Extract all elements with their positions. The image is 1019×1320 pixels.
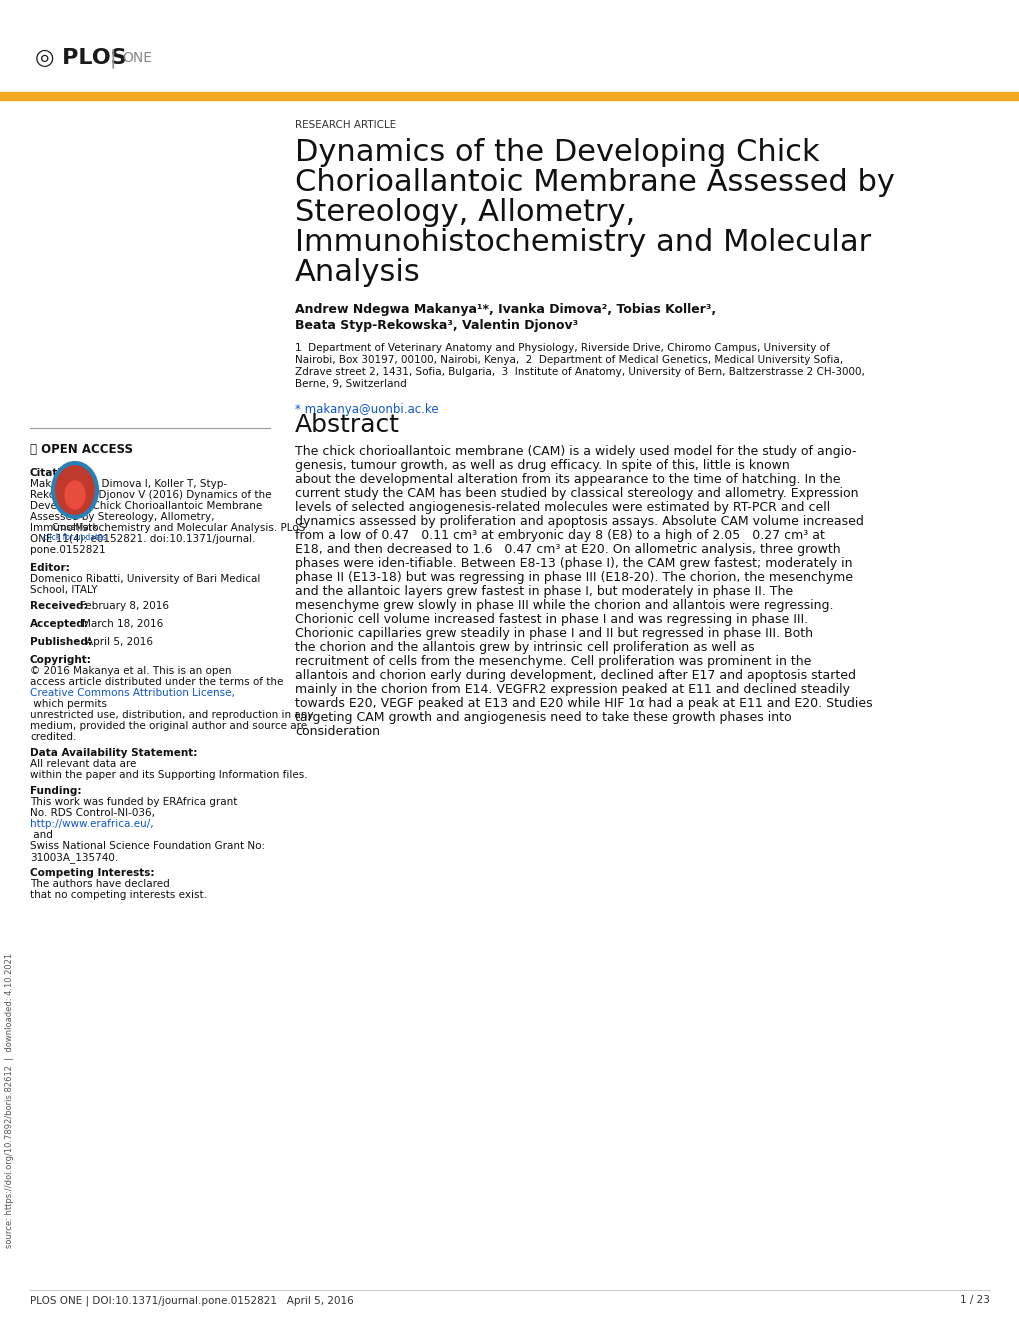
Text: Andrew Ndegwa Makanya¹*, Ivanka Dimova², Tobias Koller³,: Andrew Ndegwa Makanya¹*, Ivanka Dimova²,… (294, 304, 715, 315)
Text: ONE 11(4): e0152821. doi:10.1371/journal.: ONE 11(4): e0152821. doi:10.1371/journal… (30, 535, 255, 544)
Text: Copyright:: Copyright: (30, 655, 92, 665)
Text: Berne, 9, Switzerland: Berne, 9, Switzerland (294, 379, 407, 389)
Text: which permits: which permits (30, 700, 107, 709)
Text: within the paper and its Supporting Information files.: within the paper and its Supporting Info… (30, 770, 308, 780)
Text: targeting CAM growth and angiogenesis need to take these growth phases into: targeting CAM growth and angiogenesis ne… (294, 711, 791, 723)
Text: credited.: credited. (30, 733, 76, 742)
Text: Funding:: Funding: (30, 785, 82, 796)
Text: School, ITALY: School, ITALY (30, 585, 98, 595)
Text: CrossMark: CrossMark (52, 523, 98, 532)
Text: Zdrave street 2, 1431, Sofia, Bulgaria,  3  Institute of Anatomy, University of : Zdrave street 2, 1431, Sofia, Bulgaria, … (294, 367, 864, 378)
Text: © 2016 Makanya et al. This is an open: © 2016 Makanya et al. This is an open (30, 667, 231, 676)
Text: PLOS ONE | DOI:10.1371/journal.pone.0152821   April 5, 2016: PLOS ONE | DOI:10.1371/journal.pone.0152… (30, 1295, 354, 1305)
Text: The chick chorioallantoic membrane (CAM) is a widely used model for the study of: The chick chorioallantoic membrane (CAM)… (294, 445, 856, 458)
Text: Nairobi, Box 30197, 00100, Nairobi, Kenya,  2  Department of Medical Genetics, M: Nairobi, Box 30197, 00100, Nairobi, Keny… (294, 355, 843, 366)
Text: phase II (E13-18) but was regressing in phase III (E18-20). The chorion, the mes: phase II (E13-18) but was regressing in … (294, 572, 852, 583)
Text: Analysis: Analysis (294, 257, 421, 286)
Text: from a low of 0.47   0.11 cm³ at embryonic day 8 (E8) to a high of 2.05   0.27 c: from a low of 0.47 0.11 cm³ at embryonic… (294, 529, 824, 543)
Text: towards E20, VEGF peaked at E13 and E20 while HIF 1α had a peak at E11 and E20. : towards E20, VEGF peaked at E13 and E20 … (294, 697, 872, 710)
Text: genesis, tumour growth, as well as drug efficacy. In spite of this, little is kn: genesis, tumour growth, as well as drug … (294, 459, 789, 473)
Text: dynamics assessed by proliferation and apoptosis assays. Absolute CAM volume inc: dynamics assessed by proliferation and a… (294, 515, 863, 528)
Text: RESEARCH ARTICLE: RESEARCH ARTICLE (294, 120, 395, 129)
Text: Citation:: Citation: (30, 469, 81, 478)
Text: Developing Chick Chorioallantoic Membrane: Developing Chick Chorioallantoic Membran… (30, 502, 262, 511)
Text: current study the CAM has been studied by classical stereology and allometry. Ex: current study the CAM has been studied b… (294, 487, 858, 500)
Text: ◎ PLOS: ◎ PLOS (35, 48, 126, 69)
Text: Published:: Published: (30, 638, 92, 647)
Text: Chorionic capillaries grew steadily in phase I and II but regressed in phase III: Chorionic capillaries grew steadily in p… (294, 627, 812, 640)
Text: source: https://doi.org/10.7892/boris.82612  |  downloaded: 4.10.2021: source: https://doi.org/10.7892/boris.82… (5, 953, 14, 1247)
Text: Assessed by Stereology, Allometry,: Assessed by Stereology, Allometry, (30, 512, 214, 521)
Text: http://www.erafrica.eu/,: http://www.erafrica.eu/, (30, 818, 154, 829)
Text: click for updates: click for updates (43, 533, 107, 543)
Text: that no competing interests exist.: that no competing interests exist. (30, 890, 207, 900)
Text: ONE: ONE (122, 51, 152, 65)
Text: April 5, 2016: April 5, 2016 (86, 638, 153, 647)
Text: consideration: consideration (294, 725, 380, 738)
Text: Chorioallantoic Membrane Assessed by: Chorioallantoic Membrane Assessed by (294, 168, 894, 197)
Text: March 18, 2016: March 18, 2016 (82, 619, 163, 630)
Text: 31003A_135740.: 31003A_135740. (30, 851, 118, 863)
Text: the chorion and the allantois grew by intrinsic cell proliferation as well as: the chorion and the allantois grew by in… (294, 642, 754, 653)
Text: allantois and chorion early during development, declined after E17 and apoptosis: allantois and chorion early during devel… (294, 669, 855, 682)
Text: Beata Styp-Rekowska³, Valentin Djonov³: Beata Styp-Rekowska³, Valentin Djonov³ (294, 319, 578, 333)
Text: Editor:: Editor: (30, 564, 69, 573)
Text: Rekowska B, Djonov V (2016) Dynamics of the: Rekowska B, Djonov V (2016) Dynamics of … (30, 490, 271, 500)
Text: All relevant data are: All relevant data are (30, 759, 137, 770)
Text: * makanya@uonbi.ac.ke: * makanya@uonbi.ac.ke (294, 403, 438, 416)
Text: February 8, 2016: February 8, 2016 (79, 601, 169, 611)
Text: 🔓 OPEN ACCESS: 🔓 OPEN ACCESS (30, 444, 132, 455)
Text: pone.0152821: pone.0152821 (30, 545, 106, 554)
Ellipse shape (55, 465, 95, 515)
Ellipse shape (65, 480, 85, 510)
Text: Makanya AN, Dimova I, Koller T, Styp-: Makanya AN, Dimova I, Koller T, Styp- (30, 479, 227, 488)
Text: recruitment of cells from the mesenchyme. Cell proliferation was prominent in th: recruitment of cells from the mesenchyme… (294, 655, 810, 668)
Text: Received:: Received: (30, 601, 88, 611)
Text: Stereology, Allometry,: Stereology, Allometry, (294, 198, 635, 227)
Text: The authors have declared: The authors have declared (30, 879, 169, 888)
Text: |: | (110, 49, 116, 67)
Text: unrestricted use, distribution, and reproduction in any: unrestricted use, distribution, and repr… (30, 710, 313, 719)
Text: access article distributed under the terms of the: access article distributed under the ter… (30, 677, 283, 686)
Text: Creative Commons Attribution License,: Creative Commons Attribution License, (30, 688, 234, 698)
Text: Domenico Ribatti, University of Bari Medical: Domenico Ribatti, University of Bari Med… (30, 574, 260, 583)
Text: Accepted:: Accepted: (30, 619, 89, 630)
Text: Abstract: Abstract (294, 413, 399, 437)
Text: and: and (30, 830, 53, 840)
Text: Chorionic cell volume increased fastest in phase I and was regressing in phase I: Chorionic cell volume increased fastest … (294, 612, 807, 626)
Text: No. RDS Control-NI-036,: No. RDS Control-NI-036, (30, 808, 155, 818)
Text: E18, and then decreased to 1.6   0.47 cm³ at E20. On allometric analysis, three : E18, and then decreased to 1.6 0.47 cm³ … (294, 543, 840, 556)
Text: and the allantoic layers grew fastest in phase I, but moderately in phase II. Th: and the allantoic layers grew fastest in… (294, 585, 793, 598)
Text: mesenchyme grew slowly in phase III while the chorion and allantois were regress: mesenchyme grew slowly in phase III whil… (294, 599, 833, 612)
Text: Competing Interests:: Competing Interests: (30, 869, 154, 878)
Bar (0, 92, 1019, 100)
Text: about the developmental alteration from its appearance to the time of hatching. : about the developmental alteration from … (294, 473, 840, 486)
Text: medium, provided the original author and source are: medium, provided the original author and… (30, 721, 307, 731)
Text: 1 / 23: 1 / 23 (959, 1295, 989, 1305)
Text: 1  Department of Veterinary Anatomy and Physiology, Riverside Drive, Chiromo Cam: 1 Department of Veterinary Anatomy and P… (294, 343, 828, 352)
Text: Dynamics of the Developing Chick: Dynamics of the Developing Chick (294, 139, 819, 168)
Text: mainly in the chorion from E14. VEGFR2 expression peaked at E11 and declined ste: mainly in the chorion from E14. VEGFR2 e… (294, 682, 849, 696)
Text: Immunohistochemistry and Molecular Analysis. PLoS: Immunohistochemistry and Molecular Analy… (30, 523, 305, 533)
Text: levels of selected angiogenesis-related molecules were estimated by RT-PCR and c: levels of selected angiogenesis-related … (294, 502, 829, 513)
Text: Swiss National Science Foundation Grant No:: Swiss National Science Foundation Grant … (30, 841, 265, 851)
Text: This work was funded by ERAfrica grant: This work was funded by ERAfrica grant (30, 797, 237, 807)
Text: Immunohistochemistry and Molecular: Immunohistochemistry and Molecular (294, 228, 870, 257)
Text: phases were iden-tifiable. Between E8-13 (phase I), the CAM grew fastest; modera: phases were iden-tifiable. Between E8-13… (294, 557, 852, 570)
Text: Data Availability Statement:: Data Availability Statement: (30, 748, 198, 758)
